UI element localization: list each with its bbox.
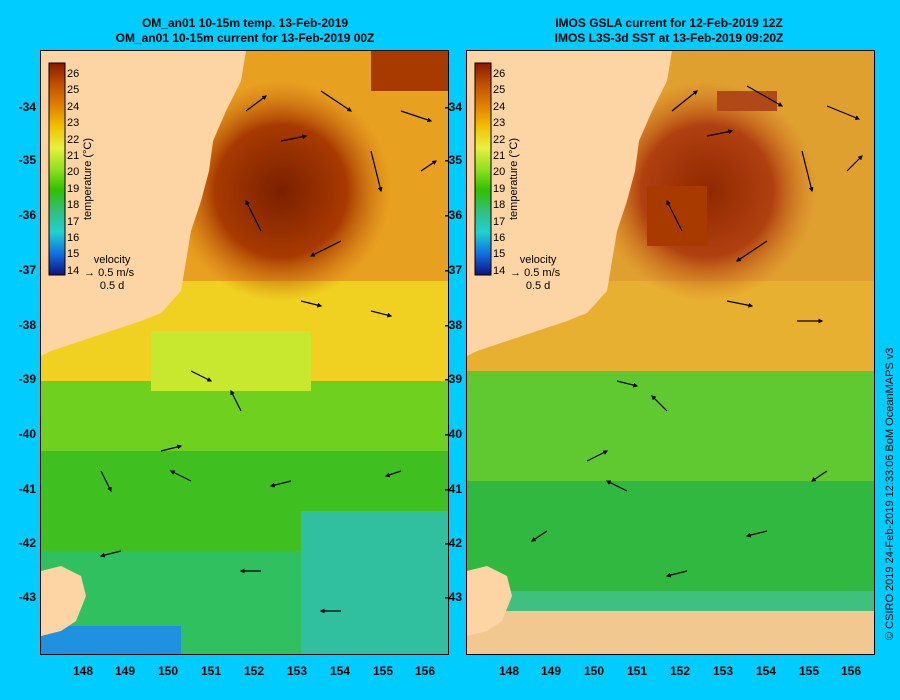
- y-tick: -36: [18, 208, 36, 222]
- y-tick: -40: [444, 427, 462, 441]
- x-tick: 155: [798, 664, 820, 678]
- y-tick: -43: [18, 590, 36, 604]
- y-tick: -37: [444, 263, 462, 277]
- x-tick: 156: [840, 664, 862, 678]
- left-title-line2: OM_an01 10-15m current for 13-Feb-2019 0…: [115, 31, 375, 45]
- warm-eddy: [171, 81, 391, 301]
- right-map-panel: [466, 50, 875, 655]
- x-tick: 150: [583, 664, 605, 678]
- left-panel-title: OM_an01 10-15m temp. 13-Feb-2019 OM_an01…: [40, 16, 450, 46]
- y-tick: -35: [444, 153, 462, 167]
- x-tick: 151: [626, 664, 648, 678]
- x-tick: 153: [286, 664, 308, 678]
- y-tick: -34: [18, 100, 36, 114]
- y-tick: -38: [18, 318, 36, 332]
- left-title-line1: OM_an01 10-15m temp. 13-Feb-2019: [141, 16, 349, 30]
- y-tick: -41: [444, 482, 462, 496]
- right-velocity-key: velocity → 0.5 m/s 0.5 d: [510, 254, 561, 292]
- credit-text: © CSIRO 2019 24-Feb-2019 12:33:06 BoM Oc…: [884, 347, 896, 640]
- y-tick: -37: [18, 263, 36, 277]
- y-tick: -41: [18, 482, 36, 496]
- x-tick: 152: [243, 664, 265, 678]
- x-tick: 151: [200, 664, 222, 678]
- x-tick: 150: [157, 664, 179, 678]
- y-tick: -42: [444, 536, 462, 550]
- left-land: [41, 51, 246, 356]
- y-tick: -39: [18, 372, 36, 386]
- x-tick: 155: [372, 664, 394, 678]
- x-tick: 149: [540, 664, 562, 678]
- x-tick: 154: [755, 664, 777, 678]
- x-tick: 148: [72, 664, 94, 678]
- right-colorbar-ticks: 26 25 24 23 22 21 20 19 18 17 16 15 14: [493, 68, 506, 277]
- x-tick: 153: [712, 664, 734, 678]
- left-colorbar-ticks: 26 25 24 23 22 21 20 19 18 17 16 15 14: [67, 68, 80, 277]
- right-panel-title: IMOS GSLA current for 12-Feb-2019 12Z IM…: [464, 16, 874, 46]
- right-title-line2: IMOS L3S-3d SST at 13-Feb-2019 09:20Z: [554, 31, 784, 45]
- y-tick: -39: [444, 372, 462, 386]
- y-tick: -34: [444, 100, 462, 114]
- right-land: [467, 51, 672, 356]
- x-tick: 148: [498, 664, 520, 678]
- x-tick: 152: [669, 664, 691, 678]
- left-current-arrows: [99, 90, 437, 614]
- right-colorbar-label: temperature (°C): [508, 137, 520, 220]
- x-tick: 154: [329, 664, 351, 678]
- right-current-arrows: [531, 85, 863, 578]
- y-tick: -40: [18, 427, 36, 441]
- left-map-panel: [40, 50, 449, 655]
- right-tasmania: [467, 566, 512, 636]
- x-tick: 156: [414, 664, 436, 678]
- y-tick: -38: [444, 318, 462, 332]
- y-tick: -42: [18, 536, 36, 550]
- y-tick: -36: [444, 208, 462, 222]
- right-title-line1: IMOS GSLA current for 12-Feb-2019 12Z: [555, 16, 783, 30]
- y-tick: -35: [18, 153, 36, 167]
- y-tick: -43: [444, 590, 462, 604]
- x-tick: 149: [114, 664, 136, 678]
- left-tasmania: [41, 566, 86, 636]
- left-colorbar-label: temperature (°C): [82, 137, 94, 220]
- left-velocity-key: velocity → 0.5 m/s 0.5 d: [84, 254, 135, 292]
